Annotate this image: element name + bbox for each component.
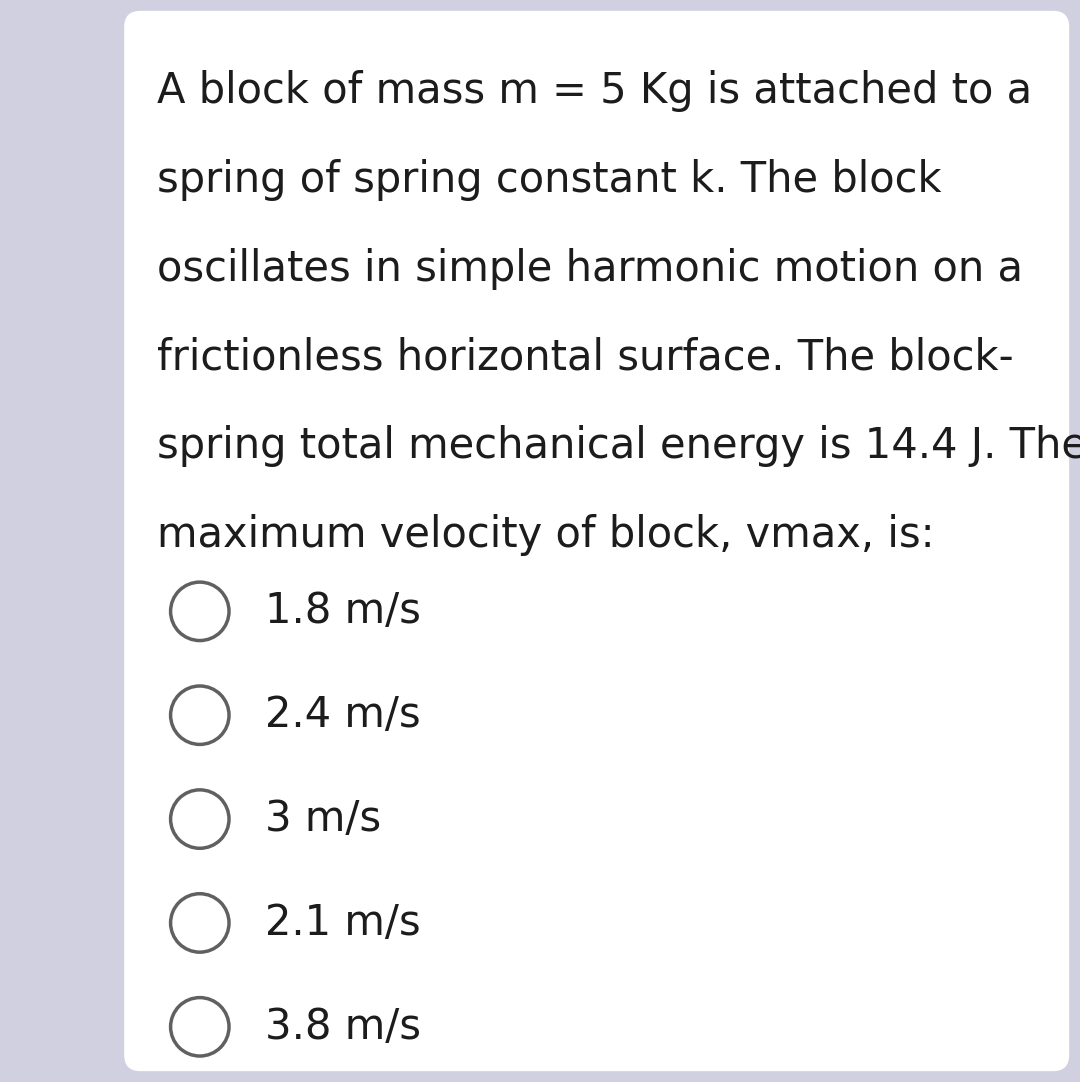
Text: frictionless horizontal surface. The block-: frictionless horizontal surface. The blo… — [157, 337, 1013, 379]
Text: 3.8 m/s: 3.8 m/s — [265, 1006, 420, 1047]
Text: spring total mechanical energy is 14.4 J. The: spring total mechanical energy is 14.4 J… — [157, 425, 1080, 467]
Text: oscillates in simple harmonic motion on a: oscillates in simple harmonic motion on … — [157, 248, 1023, 290]
Text: 2.4 m/s: 2.4 m/s — [265, 695, 420, 736]
Text: spring of spring constant k. The block: spring of spring constant k. The block — [157, 159, 942, 201]
Text: maximum velocity of block, vmax, is:: maximum velocity of block, vmax, is: — [157, 514, 934, 556]
FancyBboxPatch shape — [124, 11, 1069, 1071]
Text: A block of mass m = 5 Kg is attached to a: A block of mass m = 5 Kg is attached to … — [157, 70, 1031, 113]
Text: 3 m/s: 3 m/s — [265, 799, 381, 840]
Text: 2.1 m/s: 2.1 m/s — [265, 902, 420, 944]
Text: 1.8 m/s: 1.8 m/s — [265, 591, 420, 632]
